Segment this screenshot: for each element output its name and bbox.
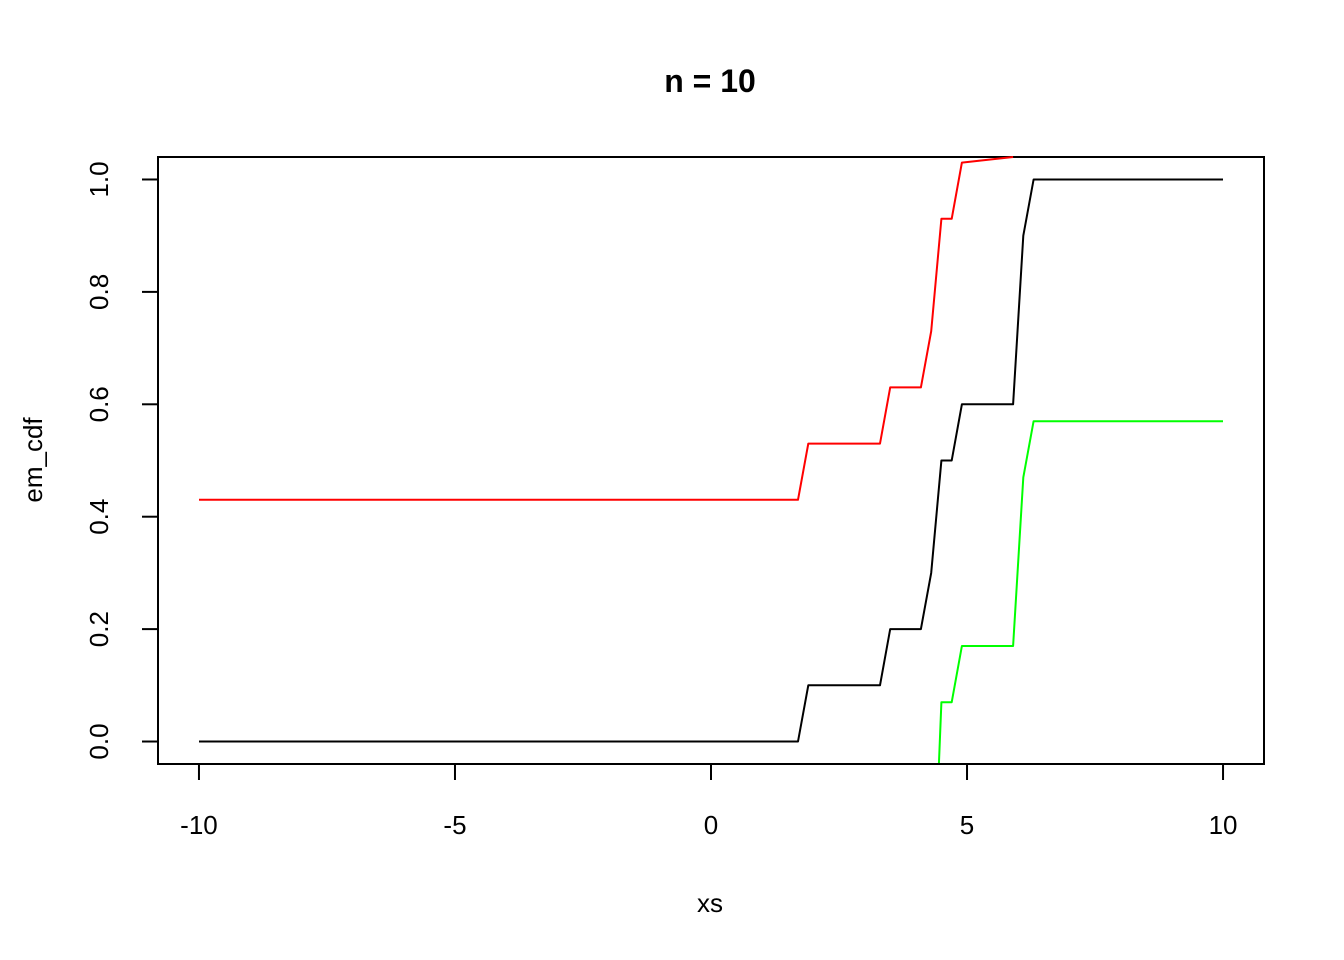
y-axis: 0.0 0.2 0.4 0.6 0.8 1.0 — [84, 161, 159, 760]
y-tick-label: 0.8 — [84, 274, 114, 310]
y-tick-label: 0.2 — [84, 611, 114, 647]
y-axis-label: em_cdf — [18, 417, 48, 503]
x-axis-label: xs — [697, 888, 723, 918]
x-axis: -10 -5 0 5 10 — [180, 763, 1238, 840]
series-line-3 — [937, 420, 1223, 765]
x-tick-label: -5 — [443, 810, 466, 840]
series-line-1 — [199, 178, 1223, 743]
y-tick-label: 0.6 — [84, 386, 114, 422]
y-tick-label: 0.0 — [84, 723, 114, 759]
y-tick-label: 0.4 — [84, 499, 114, 535]
series-line-2 — [199, 156, 1014, 501]
x-tick-label: -10 — [180, 810, 218, 840]
y-tick-label: 1.0 — [84, 161, 114, 197]
series-layer — [199, 156, 1223, 765]
x-tick-label: 10 — [1209, 810, 1238, 840]
plot-frame — [157, 156, 1265, 765]
chart-title: n = 10 — [664, 63, 756, 99]
x-tick-label: 5 — [960, 810, 974, 840]
x-tick-label: 0 — [704, 810, 718, 840]
